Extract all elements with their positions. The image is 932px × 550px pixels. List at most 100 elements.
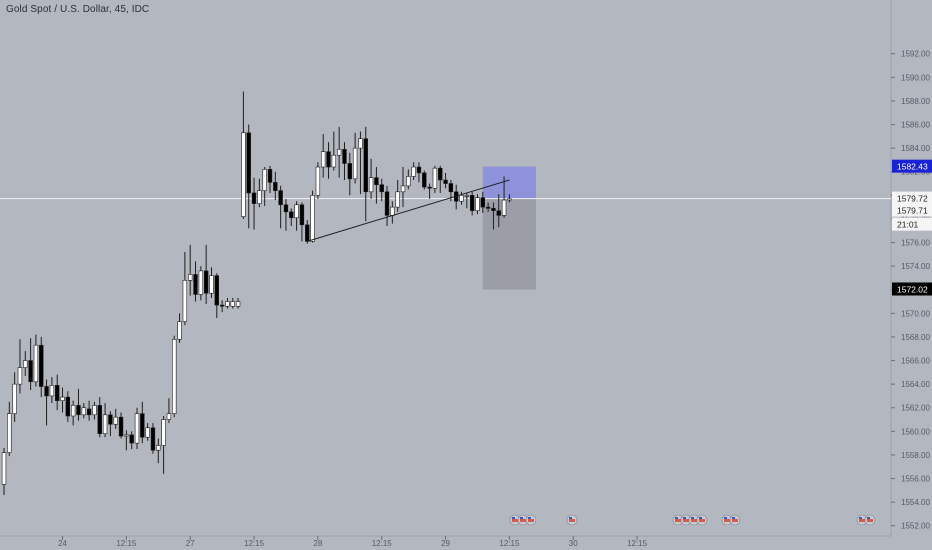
candle [97, 405, 102, 434]
candle [177, 321, 182, 340]
candle [54, 385, 60, 401]
candle [86, 408, 92, 416]
candle [49, 385, 55, 397]
candle [438, 167, 443, 181]
candle [310, 195, 315, 242]
flag-canton [724, 517, 727, 519]
flag-canton [569, 517, 572, 519]
flag-stripe [867, 519, 873, 522]
flag-canton [675, 517, 678, 519]
flag-canton [859, 517, 862, 519]
candle [65, 396, 71, 417]
economic-event-flag-icon[interactable] [864, 514, 876, 526]
flag-canton [691, 517, 694, 519]
economic-event-flag-icon[interactable] [566, 514, 578, 526]
candle [374, 177, 379, 186]
stop-price-tag[interactable]: 1572.02 [892, 282, 932, 296]
price-tick-label: 1562.00 [901, 404, 930, 413]
economic-event-flag-icon[interactable] [696, 514, 708, 526]
target-price-tag[interactable]: 1582.43 [892, 159, 932, 173]
flag-canton [528, 517, 531, 519]
candle [459, 195, 464, 202]
candle [384, 191, 390, 216]
candle [193, 274, 198, 295]
economic-event-flag-icon[interactable] [729, 514, 741, 526]
candle [1, 452, 7, 485]
candle [363, 138, 368, 193]
candle [102, 414, 108, 434]
flag-stripe [724, 519, 730, 522]
economic-event-flag-icon[interactable] [672, 514, 684, 526]
candle [326, 151, 331, 168]
candle [145, 427, 150, 438]
price-tick-label: 1576.00 [901, 239, 930, 248]
price-tick-label: 1566.00 [901, 357, 930, 366]
time-tick-label: 30 [569, 539, 578, 548]
economic-event-flag-icon[interactable] [509, 514, 521, 526]
candle [342, 149, 347, 164]
candle [336, 149, 342, 156]
candle [150, 427, 156, 451]
candle [283, 204, 289, 213]
candle [299, 204, 305, 226]
price-tick-label: 1558.00 [901, 451, 930, 460]
candle [262, 169, 267, 191]
flag-stripe [732, 519, 738, 522]
candle [23, 360, 28, 368]
candle [76, 405, 81, 416]
candle [188, 274, 193, 281]
candle [278, 190, 283, 206]
candle [395, 191, 400, 208]
candle [257, 190, 262, 204]
candle [129, 434, 134, 444]
candle [225, 301, 230, 307]
candle [331, 154, 337, 168]
last-price-tag[interactable]: 1579.71 [892, 203, 932, 217]
flag-stripe [512, 519, 518, 522]
candle [246, 132, 251, 194]
time-tick-label: 12:15 [372, 539, 393, 548]
candle [172, 338, 177, 414]
candle [235, 301, 241, 307]
flag-canton [732, 517, 735, 519]
symbol-title[interactable]: Gold Spot / U.S. Dollar, 45, IDC [6, 4, 150, 15]
candle [491, 208, 496, 211]
candle [241, 132, 246, 217]
candle [475, 197, 480, 211]
economic-event-flag-icon[interactable] [856, 514, 868, 526]
price-tick-label: 1564.00 [901, 380, 930, 389]
price-tick-label: 1568.00 [901, 333, 930, 342]
price-tick-label: 1574.00 [901, 262, 930, 271]
countdown-tag-label: 21:01 [897, 220, 919, 230]
economic-event-flag-icon[interactable] [721, 514, 733, 526]
time-tick-label: 29 [441, 539, 450, 548]
candle [70, 405, 76, 417]
candle [140, 413, 145, 438]
candle [182, 279, 188, 322]
candle [432, 167, 438, 189]
candle [28, 360, 33, 383]
candle [289, 211, 294, 219]
candle [485, 206, 491, 209]
candle [108, 414, 113, 425]
flag-canton [699, 517, 702, 519]
candle [443, 179, 448, 184]
candle [273, 182, 278, 191]
countdown-tag-bg [892, 217, 932, 231]
flag-canton [520, 517, 523, 519]
candle [161, 419, 166, 446]
candle [113, 416, 118, 425]
candle [358, 138, 363, 149]
candle [219, 304, 225, 307]
candle [480, 197, 485, 208]
current-price-tag[interactable]: 1579.72 [892, 191, 932, 205]
candle [501, 199, 507, 216]
economic-event-flag-icon[interactable] [525, 514, 537, 526]
countdown-tag[interactable]: 21:01 [892, 217, 932, 231]
time-tick-label: 28 [313, 539, 322, 548]
time-tick-label: 12:15 [244, 539, 265, 548]
last-price-tag-label: 1579.71 [897, 206, 928, 216]
economic-event-flag-icon[interactable] [517, 514, 529, 526]
